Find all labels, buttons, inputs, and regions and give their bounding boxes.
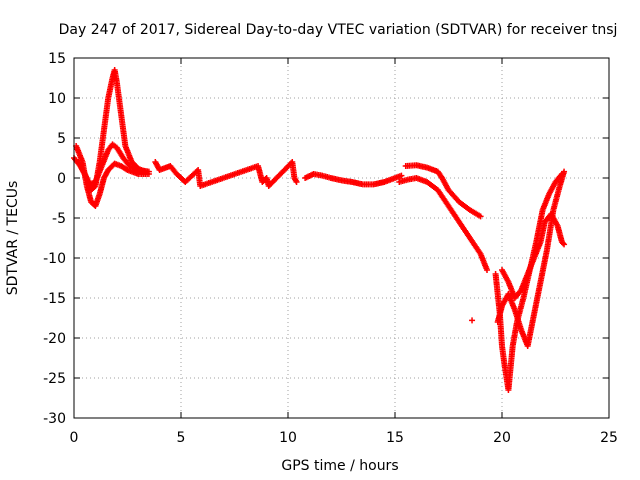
chart-title: Day 247 of 2017, Sidereal Day-to-day VTE… [59, 22, 618, 38]
data-point [484, 267, 491, 273]
x-tick-labels: 0 5 10 15 20 25 [70, 430, 618, 446]
series-midday [302, 171, 405, 188]
x-axis-label: GPS time / hours [281, 458, 398, 474]
data-point [561, 241, 568, 248]
y-tick-label: 15 [48, 51, 66, 67]
grid-lines [73, 57, 610, 419]
y-tick-label: 0 [57, 171, 66, 187]
y-tick-label: -30 [43, 411, 66, 427]
series-upper-evening [402, 162, 484, 220]
data-points [71, 67, 568, 393]
x-tick-label: 5 [177, 430, 186, 446]
data-point [559, 240, 566, 247]
series-lower-evening [396, 175, 491, 273]
y-tick-label: 5 [57, 131, 66, 147]
y-tick-label: -10 [43, 251, 66, 267]
data-point [561, 168, 568, 175]
x-tick-label: 10 [279, 430, 297, 446]
x-tick-label: 25 [600, 430, 618, 446]
y-tick-label: -20 [43, 331, 66, 347]
y-tick-label: -25 [43, 371, 66, 387]
x-tick-label: 15 [386, 430, 404, 446]
data-point [145, 171, 152, 177]
data-point [477, 213, 484, 220]
x-tick-label: 0 [70, 430, 79, 446]
series-dip-upper [499, 211, 568, 301]
plot-frame [73, 57, 610, 419]
y-tick-label: -15 [43, 291, 66, 307]
series-isolated [469, 317, 476, 324]
y-tick-label: -5 [52, 211, 66, 227]
y-tick-label: 10 [48, 91, 66, 107]
y-axis-label: SDTVAR / TECUs [5, 181, 21, 296]
data-point [469, 317, 476, 324]
data-point [293, 179, 300, 185]
series-low-arc [73, 143, 152, 209]
x-tick-label: 20 [493, 430, 511, 446]
y-tick-labels: -30 -25 -20 -15 -10 -5 0 5 10 15 [43, 51, 66, 427]
data-point [398, 172, 405, 179]
series-high-arc [71, 67, 148, 193]
series-dip-cross [494, 168, 568, 349]
series-scattered [152, 159, 300, 189]
